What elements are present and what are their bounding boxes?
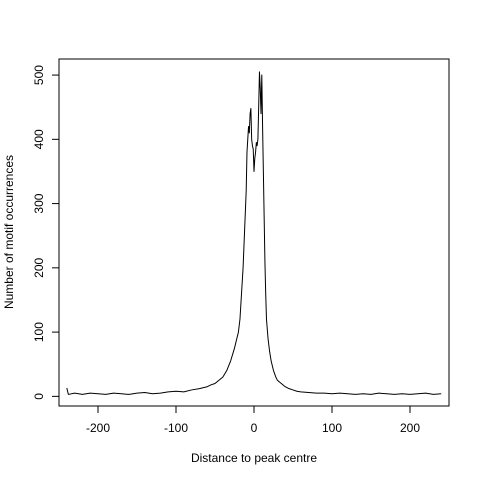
y-tick-label: 200 [32,258,46,278]
x-tick-label: -200 [86,421,110,435]
x-tick-label: 0 [251,421,258,435]
y-tick-label: 300 [32,193,46,213]
x-axis-label: Distance to peak centre [191,451,317,465]
x-tick-label: -100 [164,421,188,435]
y-tick-label: 0 [32,393,46,400]
x-tick-label: 100 [322,421,342,435]
x-axis: -200 -100 0 100 200 [86,406,420,435]
y-axis-label: Number of motif occurrences [2,155,16,309]
series-layer [66,71,442,395]
y-tick-label: 100 [32,322,46,342]
y-tick-label: 400 [32,129,46,149]
x-tick-label: 200 [400,421,420,435]
y-tick-label: 500 [32,65,46,85]
y-axis: 0 100 200 300 400 500 [32,65,59,400]
series-line [66,71,442,395]
